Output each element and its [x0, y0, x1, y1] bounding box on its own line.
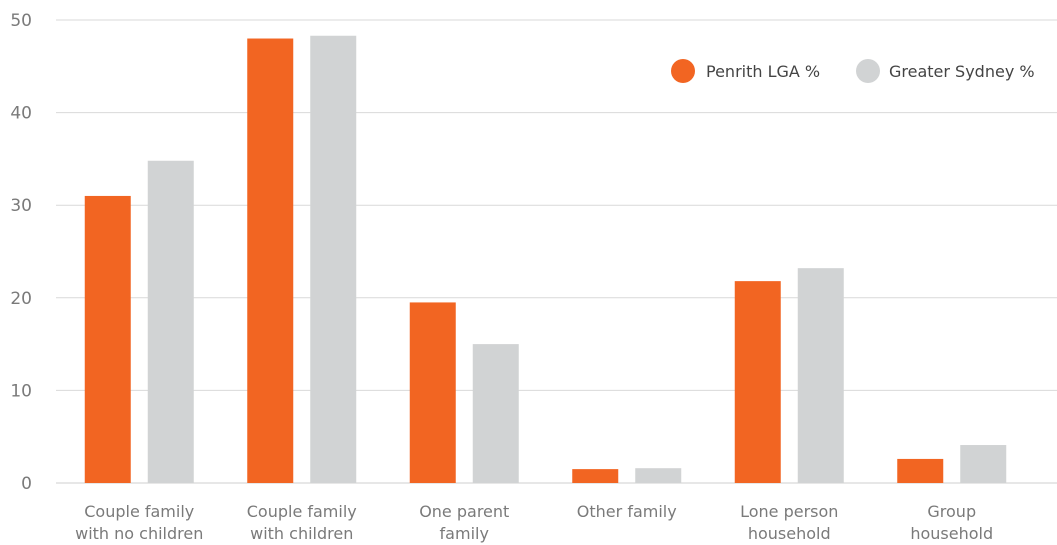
bar-penrith-5 — [897, 458, 944, 483]
x-category-label-4: Lone person household — [740, 502, 838, 543]
y-tick-label-40: 40 — [10, 104, 32, 124]
x-category-label-0: Couple family with no children — [75, 502, 203, 543]
legend-label-greater-sydney: Greater Sydney % — [889, 62, 1035, 81]
bar-penrith-4 — [734, 281, 781, 483]
bar-greater-sydney-4 — [797, 268, 844, 483]
legend-item-greater-sydney: Greater Sydney % — [856, 59, 1035, 83]
y-tick-label-0: 0 — [21, 474, 32, 494]
legend-item-penrith: Penrith LGA % — [671, 59, 820, 83]
y-tick-label-50: 50 — [10, 11, 32, 31]
bar-greater-sydney-0 — [147, 160, 194, 483]
x-category-label-2: One parent family — [419, 502, 509, 543]
bar-greater-sydney-3 — [635, 468, 682, 483]
x-category-label-5: Group household — [910, 502, 993, 543]
legend-label-penrith: Penrith LGA % — [706, 62, 820, 81]
legend-swatch-greater-sydney — [856, 59, 880, 83]
y-axis-tick-labels: 0 10 20 30 40 50 — [10, 11, 32, 494]
y-tick-label-20: 20 — [10, 289, 32, 309]
bar-penrith-2 — [409, 302, 456, 483]
bar-greater-sydney-5 — [960, 445, 1007, 483]
gridlines — [56, 19, 1057, 484]
bar-greater-sydney-2 — [472, 344, 519, 483]
bar-penrith-1 — [247, 38, 294, 484]
bars — [84, 35, 1007, 484]
bar-penrith-0 — [84, 195, 131, 483]
x-category-label-3: Other family — [577, 502, 677, 521]
x-axis-category-labels: Couple family with no children Couple fami… — [75, 502, 993, 543]
legend-swatch-penrith — [671, 59, 695, 83]
y-tick-label-10: 10 — [10, 381, 32, 401]
x-category-label-1: Couple family with children — [247, 502, 357, 543]
y-tick-label-30: 30 — [10, 196, 32, 216]
bar-greater-sydney-1 — [310, 35, 357, 483]
legend: Penrith LGA % Greater Sydney % — [671, 59, 1035, 83]
bar-penrith-3 — [572, 469, 619, 483]
